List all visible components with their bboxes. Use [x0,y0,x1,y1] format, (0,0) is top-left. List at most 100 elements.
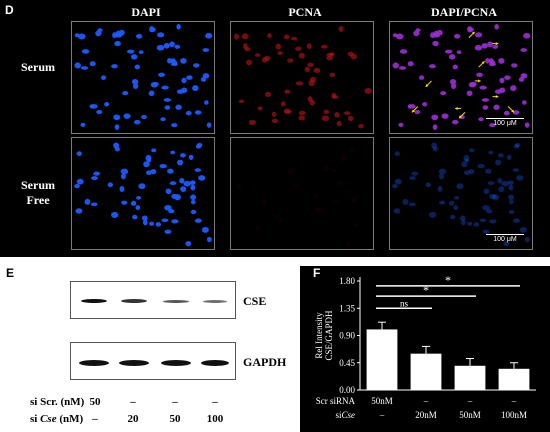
bar [366,329,398,390]
nucleus [479,85,487,90]
nucleus [295,81,304,86]
nucleus [469,148,475,153]
nucleus [80,66,89,70]
nucleus [334,111,340,118]
nucleus [174,194,181,201]
row-label-serum-free: Serum Free [21,178,55,207]
row-label-si-cse: siCse [335,410,355,420]
nucleus [181,77,187,84]
nucleus [97,28,103,33]
nucleus [493,104,500,110]
nucleus [437,185,443,192]
nucleus [205,32,213,39]
nucleus [164,105,171,110]
bar [498,368,530,390]
panel-e-letter: E [6,266,15,280]
condition-value: – [423,396,429,406]
nucleus [431,142,438,149]
arrow-marker [411,106,419,113]
nucleus [160,117,166,122]
nucleus [261,199,268,205]
nucleus [78,33,86,40]
band [79,360,109,366]
nucleus [287,58,294,63]
nucleus [308,79,315,87]
nucleus [201,226,209,233]
nucleus [280,101,286,107]
nucleus [522,100,527,105]
nucleus [489,219,497,224]
nucleus [463,154,470,162]
nucleus [133,119,141,125]
arrow-marker [478,60,485,68]
nucleus [494,23,499,30]
nucleus [238,99,245,104]
nucleus [332,198,339,204]
nucleus [254,225,261,231]
nucleus [135,33,143,39]
nucleus [114,124,120,130]
nucleus [119,185,125,192]
nucleus [466,90,473,97]
nucleus [483,188,490,195]
si-scr-value: – [172,396,178,408]
nucleus [143,161,150,168]
significance-label: * [445,273,451,287]
nucleus [425,182,431,188]
nucleus [164,229,172,234]
nucleus [331,95,339,100]
nucleus [90,202,98,207]
nucleus [519,226,527,233]
nucleus [459,115,465,120]
nucleus [313,193,319,200]
image-merge-serum: 100 μM [389,21,533,134]
panel-d-microscopy: D DAPI PCNA DAPI/PCNA Serum Serum Free 1… [0,0,550,257]
image-dapi-serum-free [71,137,215,250]
nucleus [394,178,402,185]
nucleus [104,102,110,107]
nucleus [315,207,320,212]
nucleus [141,215,148,221]
arrow-marker [458,112,466,119]
nucleus [313,67,321,74]
nucleus [163,42,170,49]
nucleus [350,196,357,203]
nucleus [111,64,118,69]
arrow-marker [455,106,461,110]
nucleus [450,214,456,220]
nucleus [460,219,466,226]
nucleus [309,99,315,106]
nucleus [511,63,518,68]
nucleus [392,62,399,69]
nucleus [254,53,261,57]
arrow-marker [425,80,432,88]
nucleus [398,66,407,70]
nucleus [123,113,131,119]
nucleus [317,208,323,214]
nucleus [478,117,484,122]
nucleus [492,44,499,49]
nucleus [186,75,193,80]
nucleus [185,110,192,116]
nucleus [89,61,96,67]
blot-cse [70,281,236,319]
nucleus [523,32,531,39]
nucleus [185,241,192,247]
nucleus [508,209,515,215]
nucleus [453,205,459,211]
panel-d-letter: D [5,3,14,17]
nucleus [284,89,291,94]
nucleus [171,122,178,128]
nucleus [508,200,514,205]
nucleus [508,184,514,191]
nucleus [438,173,444,180]
nucleus [171,219,179,224]
nucleus [193,63,200,68]
nucleus [132,83,139,90]
nucleus [180,153,186,158]
si-cse-label: si Cse (nM) [30,413,84,425]
nucleus [283,34,290,40]
nucleus [506,154,512,160]
nucleus [482,205,490,211]
band [201,360,229,366]
